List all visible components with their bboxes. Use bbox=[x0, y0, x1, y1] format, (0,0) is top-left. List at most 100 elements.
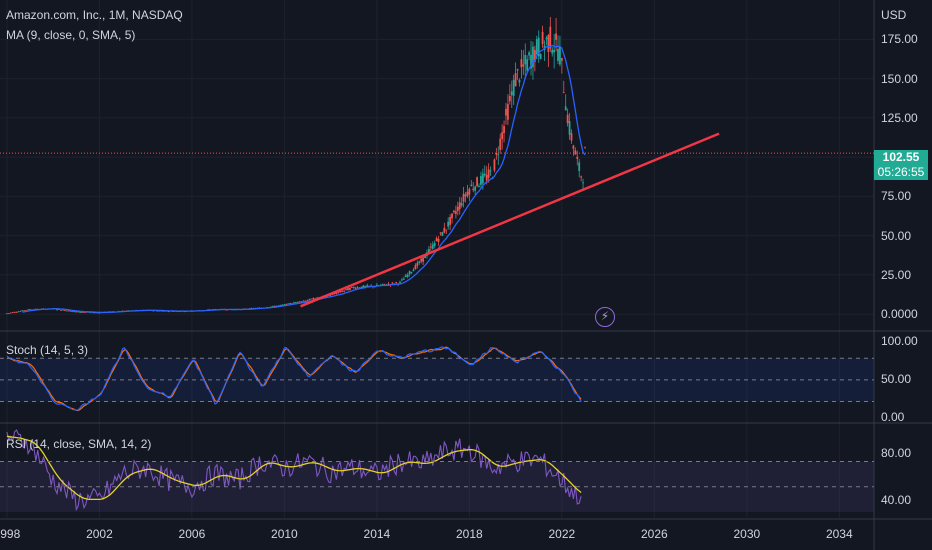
candle-body bbox=[349, 288, 351, 290]
stoch-label[interactable]: Stoch (14, 5, 3) bbox=[6, 343, 89, 357]
time-axis-label: 1998 bbox=[0, 527, 21, 541]
candle-body bbox=[451, 213, 453, 219]
candle-body bbox=[549, 26, 552, 49]
candle-body bbox=[15, 312, 18, 313]
candle-body bbox=[447, 221, 450, 227]
candle-body bbox=[17, 311, 20, 313]
flash-icon[interactable]: ⚡ bbox=[595, 307, 615, 327]
candle-body bbox=[281, 304, 284, 306]
candle-body bbox=[298, 301, 301, 303]
trendline[interactable] bbox=[300, 132, 720, 308]
candle-body bbox=[456, 206, 459, 211]
candle-body bbox=[551, 49, 554, 54]
candle-body bbox=[11, 312, 14, 314]
candle-body bbox=[69, 310, 72, 312]
time-axis-label: 2014 bbox=[363, 527, 391, 541]
candle-body bbox=[271, 305, 274, 307]
last-price-value: 102.55 bbox=[882, 150, 920, 164]
candle-body bbox=[225, 309, 228, 311]
candle-body bbox=[508, 95, 511, 102]
candle-body bbox=[507, 104, 509, 120]
candle-body bbox=[310, 298, 313, 300]
candle-body bbox=[468, 188, 471, 195]
candle-body bbox=[435, 238, 438, 242]
candle-body bbox=[489, 170, 492, 172]
candle-body bbox=[530, 54, 532, 69]
candle-body bbox=[429, 246, 432, 248]
rsi-label[interactable]: RSI (14, close, SMA, 14, 2) bbox=[6, 437, 152, 451]
candle-body bbox=[366, 285, 369, 287]
candle-body bbox=[464, 194, 467, 197]
candle-body bbox=[23, 310, 26, 312]
candle-body bbox=[331, 294, 334, 295]
candle-body bbox=[582, 182, 584, 184]
candle-body bbox=[526, 59, 529, 71]
candle-body bbox=[416, 262, 419, 266]
candle-body bbox=[308, 298, 311, 301]
bar-countdown: 05:26:55 bbox=[877, 165, 925, 179]
candle-body bbox=[462, 193, 465, 202]
candle-body bbox=[418, 261, 421, 263]
candle-body bbox=[518, 80, 521, 83]
candle-body bbox=[21, 310, 24, 312]
candle-body bbox=[352, 287, 355, 289]
candle-body bbox=[306, 300, 309, 301]
candle-body bbox=[408, 271, 411, 275]
candle-body bbox=[404, 275, 407, 278]
candle-body bbox=[399, 281, 401, 283]
symbol-title[interactable]: Amazon.com, Inc., 1M, NASDAQ bbox=[6, 8, 183, 22]
candle-body bbox=[339, 291, 342, 293]
candle-body bbox=[335, 293, 338, 295]
stoch-axis-0: 0.00 bbox=[881, 410, 905, 424]
candle-body bbox=[71, 311, 74, 313]
candle-body bbox=[458, 202, 461, 210]
candle-body bbox=[354, 287, 357, 289]
candle-body bbox=[576, 156, 579, 159]
candle-body bbox=[524, 55, 527, 65]
candle-body bbox=[480, 176, 482, 185]
candle-body bbox=[59, 309, 62, 311]
ma-study-label[interactable]: MA (9, close, 0, SMA, 5) bbox=[6, 28, 136, 42]
candle-body bbox=[510, 91, 513, 96]
candle-body bbox=[578, 162, 581, 171]
price-candles bbox=[6, 16, 586, 315]
candle-body bbox=[152, 310, 155, 312]
candle-body bbox=[345, 289, 347, 290]
candle-body bbox=[25, 310, 28, 312]
candle-body bbox=[402, 278, 405, 280]
candle-body bbox=[63, 310, 66, 312]
candle-body bbox=[466, 191, 469, 197]
candle-body bbox=[360, 286, 363, 288]
candle-body bbox=[92, 312, 95, 314]
candle-body bbox=[401, 279, 403, 281]
candle-body bbox=[7, 313, 10, 314]
candle-body bbox=[277, 305, 280, 307]
candle-body bbox=[295, 302, 297, 304]
candle-body bbox=[487, 169, 490, 178]
candle-body bbox=[270, 306, 272, 308]
candle-body bbox=[584, 147, 586, 149]
candle-body bbox=[283, 304, 286, 306]
candle-body bbox=[13, 311, 16, 313]
candle-body bbox=[566, 114, 569, 124]
candle-body bbox=[460, 202, 463, 206]
candle-body bbox=[453, 210, 455, 213]
candle-body bbox=[77, 311, 80, 313]
candle-body bbox=[406, 274, 409, 277]
candle-body bbox=[98, 312, 101, 314]
candle-body bbox=[296, 301, 299, 303]
candle-body bbox=[79, 312, 82, 313]
candle-body bbox=[67, 310, 70, 312]
candle-body bbox=[439, 232, 442, 234]
price-axis-label: 25.00 bbox=[881, 267, 912, 282]
candle-body bbox=[96, 312, 99, 314]
candle-body bbox=[441, 232, 444, 236]
time-axis-label: 2018 bbox=[456, 527, 483, 541]
candle-body bbox=[337, 292, 340, 294]
candle-body bbox=[422, 257, 425, 262]
candle-body bbox=[424, 255, 426, 259]
candle-body bbox=[65, 310, 68, 312]
candle-body bbox=[410, 272, 413, 273]
time-axis-label: 2006 bbox=[178, 527, 206, 541]
